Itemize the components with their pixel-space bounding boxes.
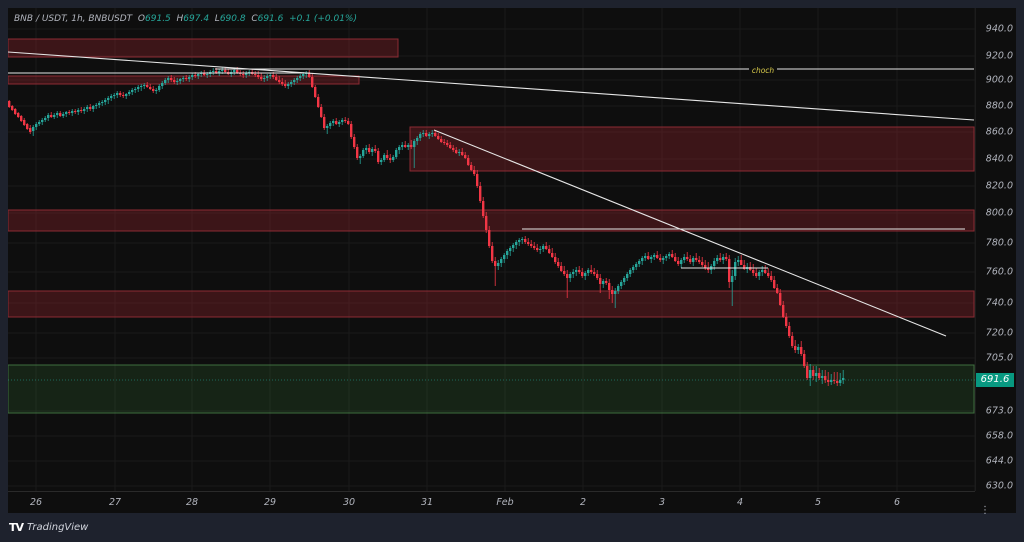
price-tick: 644.0 bbox=[985, 455, 1013, 467]
plot-area[interactable]: choch bbox=[8, 8, 975, 491]
price-axis[interactable]: 940.0 920.0 900.0 880.0 860.0 840.0 820.0 800.0… bbox=[975, 8, 1017, 492]
long-trendline[interactable] bbox=[8, 51, 975, 121]
price-tick: 705.0 bbox=[985, 352, 1013, 364]
supply-zone-740[interactable] bbox=[8, 290, 975, 318]
price-tick: 780.0 bbox=[985, 237, 1013, 249]
drawn-lines bbox=[8, 51, 975, 337]
low-value: 690.8 bbox=[219, 14, 246, 24]
supply-zone-920[interactable] bbox=[8, 38, 399, 58]
price-tick: 720.0 bbox=[985, 327, 1013, 339]
open-value: 691.5 bbox=[145, 14, 171, 24]
last-price-badge: 691.6 bbox=[976, 373, 1014, 387]
price-tick: 760.0 bbox=[985, 266, 1013, 278]
short-trendline[interactable] bbox=[433, 129, 947, 337]
chart-frame: choch BNB / USDT, 1h, BNBUSDT O691.5 H69… bbox=[8, 8, 1017, 516]
price-tick: 900.0 bbox=[985, 74, 1013, 86]
grid bbox=[8, 8, 975, 491]
price-tick: 880.0 bbox=[985, 100, 1013, 112]
time-tick: Feb bbox=[496, 497, 514, 508]
high-value: 697.4 bbox=[183, 14, 210, 24]
tradingview-logo-icon: TV bbox=[9, 521, 24, 534]
time-tick: 28 bbox=[185, 497, 199, 508]
price-tick: 740.0 bbox=[985, 297, 1013, 309]
price-tick: 630.0 bbox=[985, 480, 1013, 492]
axis-settings-icon[interactable]: ⋮ bbox=[980, 505, 990, 516]
time-tick: 3 bbox=[658, 497, 666, 508]
open-label: O bbox=[137, 14, 146, 24]
supply-zone-795[interactable] bbox=[8, 209, 975, 232]
time-tick: 4 bbox=[736, 497, 744, 508]
choch-label: choch bbox=[752, 66, 775, 75]
ohlc-legend: BNB / USDT, 1h, BNBUSDT O691.5 H697.4 L6… bbox=[14, 14, 357, 24]
annotations: choch bbox=[749, 64, 777, 75]
time-tick: 2 bbox=[579, 497, 587, 508]
time-tick: 27 bbox=[108, 497, 122, 508]
time-tick: 31 bbox=[420, 497, 434, 508]
symbol-label: BNB / USDT, 1h, BNBUSDT bbox=[14, 14, 133, 24]
zones bbox=[8, 38, 975, 414]
price-tick: 673.0 bbox=[985, 405, 1013, 417]
time-tick: 30 bbox=[342, 497, 356, 508]
time-tick: 5 bbox=[814, 497, 822, 508]
brand-name: TradingView bbox=[27, 522, 89, 533]
close-value: 691.6 bbox=[257, 14, 284, 24]
change-value: +0.1 (+0.01%) bbox=[289, 14, 357, 24]
price-tick: 920.0 bbox=[985, 50, 1013, 62]
time-axis[interactable]: 26 27 28 29 30 31 Feb 2 3 4 5 6 bbox=[8, 491, 975, 514]
low-label: L bbox=[214, 14, 220, 24]
time-tick: 6 bbox=[893, 497, 901, 508]
price-tick: 820.0 bbox=[985, 180, 1013, 192]
tradingview-brand: TV TradingView bbox=[9, 521, 88, 534]
demand-zone-690[interactable] bbox=[8, 364, 975, 414]
high-label: H bbox=[176, 14, 184, 24]
price-tick: 658.0 bbox=[985, 430, 1013, 442]
price-tick: 840.0 bbox=[985, 153, 1013, 165]
time-tick: 26 bbox=[29, 497, 43, 508]
supply-zone-850[interactable] bbox=[409, 126, 975, 172]
close-label: C bbox=[251, 14, 258, 24]
price-tick: 860.0 bbox=[985, 126, 1013, 138]
time-tick: 29 bbox=[263, 497, 277, 508]
price-tick: 940.0 bbox=[985, 23, 1013, 35]
price-tick: 800.0 bbox=[985, 207, 1013, 219]
